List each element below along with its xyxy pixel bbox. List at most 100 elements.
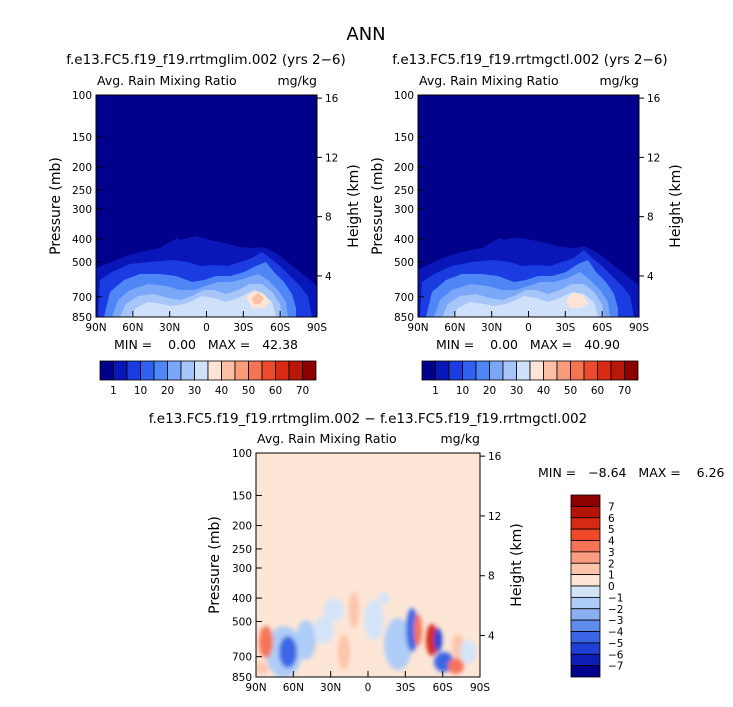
panel-difference-colorbar-label: 1 bbox=[608, 570, 615, 582]
panel-left-colorbar-swatch bbox=[153, 360, 168, 381]
panel-left-colorbar-label: 20 bbox=[161, 385, 174, 397]
panel-left-y2-tick-label: 12 bbox=[325, 152, 338, 164]
panel-right-stats: MIN = 0.00 MAX = 40.90 bbox=[436, 337, 620, 352]
panel-left-y-tick-label: 700 bbox=[72, 292, 92, 304]
panel-right-colorbar-swatch bbox=[516, 360, 531, 381]
panel-left-variable-label: Avg. Rain Mixing Ratio bbox=[97, 73, 237, 88]
panel-difference-colorbar-swatch bbox=[570, 642, 601, 655]
panel-right-colorbar-label: 1 bbox=[432, 385, 439, 397]
panel-right-y-axis-label: Pressure (mb) bbox=[370, 157, 386, 255]
panel-right-y2-tick-label: 4 bbox=[647, 271, 654, 283]
panel-right-colorbar-swatch bbox=[462, 360, 477, 381]
panel-difference-colorbar-swatch bbox=[570, 631, 601, 644]
panel-left-field bbox=[96, 95, 317, 317]
diff-anomaly-10 bbox=[364, 600, 384, 640]
panel-difference-y-tick-label: 700 bbox=[232, 652, 252, 664]
panel-difference-colorbar-label: 7 bbox=[608, 501, 615, 513]
panel-right-contour-6 bbox=[452, 292, 598, 317]
panel-difference-colorbar-swatch bbox=[570, 562, 601, 576]
panel-right-y-tick-label: 250 bbox=[394, 185, 414, 197]
panel-left-colorbar: 1 10 20 30 40 50 60 70 bbox=[99, 360, 317, 397]
panel-right-colorbar-label: 50 bbox=[564, 385, 577, 397]
panel-left-x-tick-label: 90S bbox=[307, 322, 327, 334]
panel-left-colorbar-label: 10 bbox=[134, 385, 147, 397]
panel-left-x-tick-label: 30S bbox=[233, 322, 253, 334]
panel-right-units: mg/kg bbox=[600, 73, 640, 88]
panel-right-x-tick-label: 60S bbox=[592, 322, 612, 334]
panel-right-colorbar-swatch bbox=[489, 360, 504, 381]
panel-right-x-tick-label: 60N bbox=[444, 322, 465, 334]
panel-right-x-tick-label: 30S bbox=[555, 322, 575, 334]
panel-right-colorbar: 1 10 20 30 40 50 60 70 bbox=[421, 360, 639, 397]
panel-left-colorbar-swatch bbox=[261, 360, 276, 381]
panel-difference-colorbar-swatch bbox=[570, 619, 601, 632]
panel-difference-title: f.e13.FC5.f19_f19.rrtmglim.002 − f.e13.F… bbox=[149, 411, 588, 427]
panel-left-y-tick-label: 250 bbox=[72, 185, 92, 197]
diff-anomaly-3 bbox=[296, 620, 316, 660]
panel-right-y-tick-label: 700 bbox=[394, 292, 414, 304]
panel-left-colorbar-swatch bbox=[207, 360, 222, 381]
panel-left: f.e13.FC5.f19_f19.rrtmglim.002 (yrs 2−6)… bbox=[48, 52, 362, 397]
panel-left-colorbar-swatch bbox=[126, 360, 141, 381]
panel-left-x-tick-label: 90N bbox=[85, 322, 106, 334]
panel-left-y-axis-label: Pressure (mb) bbox=[48, 157, 64, 255]
panel-left-y-tick-label: 200 bbox=[72, 162, 92, 174]
panel-left-colorbar-swatch bbox=[302, 360, 317, 381]
panel-left-colorbar-label: 40 bbox=[215, 385, 228, 397]
panel-difference-x-tick-label: 90S bbox=[470, 682, 490, 694]
panel-left-y-tick-label: 150 bbox=[72, 132, 92, 144]
panel-right-colorbar-label: 70 bbox=[618, 385, 631, 397]
panel-right-ticks: 100 150 200 250 300 400 500 700 850 16 12 8 4 90N 60N 3… bbox=[394, 90, 661, 334]
panel-difference-field bbox=[256, 453, 480, 677]
diff-anomaly-15 bbox=[434, 628, 442, 652]
panel-left-colorbar-swatch bbox=[180, 360, 195, 381]
diff-anomaly-9 bbox=[324, 598, 344, 622]
panel-right-colorbar-swatch bbox=[597, 360, 612, 381]
diff-anomaly-13 bbox=[414, 614, 422, 646]
panel-left-colorbar-label: 50 bbox=[242, 385, 255, 397]
diff-anomaly-7 bbox=[338, 634, 350, 670]
panel-left-y-tick-label: 100 bbox=[72, 90, 92, 102]
panel-difference-y-tick-label: 850 bbox=[232, 672, 252, 684]
panel-difference-ticks: 100 150 200 250 300 400 500 700 850 16 12 8 4 90N 60N 3… bbox=[232, 448, 502, 694]
panel-left-colorbar-label: 1 bbox=[110, 385, 117, 397]
panel-difference-colorbar-label: 6 bbox=[608, 513, 615, 525]
panel-right-colorbar-swatch bbox=[624, 360, 639, 381]
panel-difference-colorbar-label: −3 bbox=[608, 615, 623, 627]
panel-right-variable-label: Avg. Rain Mixing Ratio bbox=[419, 73, 559, 88]
panel-left-colorbar-swatch bbox=[248, 360, 263, 381]
panel-right-colorbar-swatch bbox=[475, 360, 490, 381]
panel-left-units: mg/kg bbox=[278, 73, 318, 88]
panel-right-y-tick-label: 500 bbox=[394, 257, 414, 269]
panel-left-colorbar-label: 70 bbox=[296, 385, 309, 397]
panel-left-title: f.e13.FC5.f19_f19.rrtmglim.002 (yrs 2−6) bbox=[66, 52, 346, 68]
panel-left-colorbar-swatch bbox=[140, 360, 155, 381]
panel-difference-y2-tick-label: 4 bbox=[488, 631, 495, 643]
panel-difference-x-tick-label: 30S bbox=[395, 682, 415, 694]
diff-anomaly-5 bbox=[256, 662, 268, 674]
panel-left-colorbar-swatch bbox=[275, 360, 290, 381]
panel-left-colorbar-swatch bbox=[99, 360, 114, 381]
panel-difference-colorbar-swatch bbox=[570, 585, 601, 598]
panel-difference-colorbar-label: 5 bbox=[608, 524, 615, 536]
panel-difference-x-tick-label: 60S bbox=[433, 682, 453, 694]
panel-left-contour-6 bbox=[130, 292, 276, 317]
panel-left-x-tick-label: 30N bbox=[159, 322, 180, 334]
panel-left-y2-tick-label: 4 bbox=[325, 271, 332, 283]
panel-right-y-tick-label: 850 bbox=[394, 312, 414, 324]
panel-right-y-tick-label: 300 bbox=[394, 204, 414, 216]
panel-difference-x-tick-label: 0 bbox=[365, 682, 372, 694]
panel-right-colorbar-label: 60 bbox=[591, 385, 604, 397]
panel-right-field bbox=[418, 95, 639, 317]
panel-difference-colorbar-swatch bbox=[570, 505, 601, 519]
panel-left-colorbar-swatch bbox=[288, 360, 303, 381]
diff-anomaly-12 bbox=[406, 608, 418, 652]
panel-right-colorbar-swatch bbox=[610, 360, 625, 381]
panel-right-y-tick-label: 400 bbox=[394, 234, 414, 246]
panel-right-y-tick-label: 200 bbox=[394, 162, 414, 174]
panel-left-colorbar-label: 30 bbox=[188, 385, 201, 397]
panel-difference-colorbar-swatch bbox=[570, 665, 601, 678]
panel-difference-y-axis-label: Pressure (mb) bbox=[207, 516, 223, 614]
panel-right-colorbar-label: 30 bbox=[510, 385, 523, 397]
